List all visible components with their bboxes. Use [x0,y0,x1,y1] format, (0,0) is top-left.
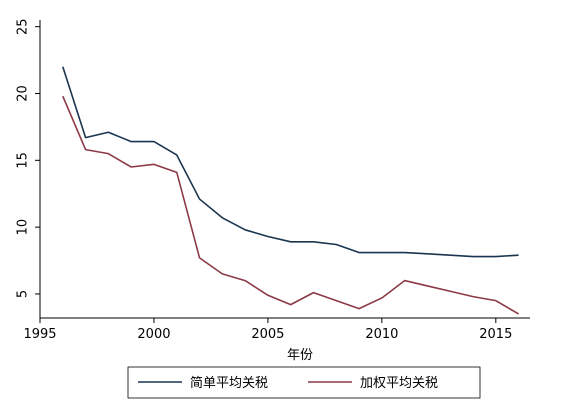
series-line-1 [62,66,519,258]
x-tick-label: 2000 [137,327,170,342]
y-tick-label: 5 [16,290,31,298]
legend-label-2: 加权平均关税 [360,375,438,391]
x-tick-label: 2010 [365,327,398,342]
legend-label-1: 简单平均关税 [190,375,268,391]
x-tick-label: 2005 [251,327,284,342]
legend-box [127,366,481,399]
y-tick-label: 15 [16,152,31,169]
x-tick-label: 1995 [23,327,56,342]
y-axis: 5 10 15 20 25 [16,18,41,318]
legend: 简单平均关税 加权平均关税 [127,366,481,399]
plot-area [62,66,520,315]
x-axis: 1995 2000 2005 2010 2015 [23,317,530,342]
y-tick-label: 10 [16,219,31,236]
x-axis-title: 年份 [287,348,313,363]
y-tick-label: 20 [16,85,31,102]
y-tick-label: 25 [16,18,31,35]
series-line-2 [62,95,520,315]
x-tick-label: 2015 [479,327,512,342]
